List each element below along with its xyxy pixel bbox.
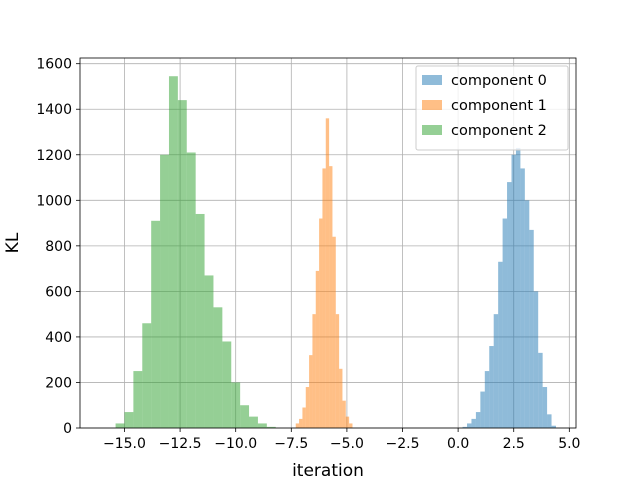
series-2 [115, 76, 276, 428]
histogram-bar [538, 352, 543, 428]
histogram-bar [133, 371, 143, 428]
legend-swatch [422, 125, 442, 135]
y-tick-label: 800 [45, 239, 72, 255]
y-tick-label: 1600 [36, 57, 72, 73]
axes-layer: −15.0 −12.5 −10.0 −7.5 −5.0 −2.5 0.0 2.5 5.0 0 200… [36, 57, 580, 452]
histogram-bar [462, 426, 468, 428]
histogram-bar [480, 391, 485, 428]
histogram-bar [520, 168, 525, 428]
histogram-bar [124, 412, 134, 428]
legend-box [415, 65, 569, 151]
x-tick-label: −15.0 [103, 436, 146, 452]
legend-label: component 2 [451, 123, 547, 139]
histogram-bar [302, 407, 306, 428]
histogram-bar [325, 118, 330, 428]
histogram-bar [335, 314, 340, 428]
histogram-bar [266, 426, 276, 428]
histogram-bar [231, 382, 241, 428]
histogram-bar [222, 341, 232, 428]
y-tick-label: 600 [45, 284, 72, 300]
histogram-bar [249, 416, 258, 428]
histogram-bar [213, 307, 223, 428]
histogram-bar [345, 416, 350, 428]
y-tick-label: 1400 [36, 102, 72, 118]
histogram-bar [529, 229, 534, 428]
histogram-bar [493, 314, 499, 428]
legend-swatch [422, 100, 442, 110]
histogram-bar [186, 152, 196, 428]
histogram-bar [319, 218, 323, 428]
histogram-bar [349, 423, 353, 428]
histogram-bar [299, 418, 303, 428]
legend-label: component 0 [451, 73, 547, 89]
histogram-bar [322, 168, 326, 428]
histogram-bar [332, 236, 336, 428]
x-tick-label: −7.5 [274, 436, 308, 452]
histogram-bar [484, 371, 490, 428]
histogram-bar [467, 423, 472, 428]
histogram-bar [498, 261, 503, 428]
histogram-bar [507, 182, 512, 428]
histogram-bar [547, 414, 552, 428]
histogram-bar [240, 405, 250, 428]
y-tick-label: 1200 [36, 148, 72, 164]
axes-frame [79, 57, 577, 429]
histogram-bar [305, 387, 310, 428]
histogram-bar [533, 291, 539, 428]
histogram-bar [312, 314, 316, 428]
legend-label: component 1 [451, 98, 547, 114]
histogram-bar [342, 400, 346, 428]
histogram-bar [489, 346, 494, 428]
x-tick-label: −2.5 [386, 436, 420, 452]
histogram-bar [142, 323, 152, 428]
x-tick-label: −10.0 [214, 436, 257, 452]
histogram-bar [524, 200, 530, 428]
histogram-bar [329, 166, 333, 428]
histogram-bar [339, 368, 343, 428]
y-tick-label: 0 [63, 421, 72, 437]
histogram-bar [515, 147, 521, 428]
y-axis-label: KL [3, 232, 23, 253]
histogram-bar [115, 423, 125, 428]
y-tick-label: 200 [45, 375, 72, 391]
histogram-bar [542, 387, 548, 428]
histogram-bar [160, 154, 169, 428]
y-tick-label: 1000 [36, 193, 72, 209]
histogram-bar [177, 100, 187, 428]
histogram-bar [204, 275, 214, 428]
series-1 [295, 118, 353, 428]
bars-layer [115, 76, 556, 428]
x-tick-label: −5.0 [330, 436, 364, 452]
series-0 [462, 147, 556, 428]
histogram-bar [168, 76, 178, 428]
histogram-bar [502, 218, 508, 428]
histogram-bar [551, 425, 556, 428]
histogram-bar [151, 220, 161, 428]
histogram-bar [471, 418, 476, 428]
histogram-bar [257, 423, 267, 428]
histogram-bar [295, 423, 300, 428]
legend: component 0 component 1 component 2 [415, 65, 569, 151]
x-tick-label: −12.5 [159, 436, 202, 452]
x-tick-label: 5.0 [558, 436, 580, 452]
histogram-bar [195, 213, 205, 428]
histogram-bar [315, 270, 320, 428]
histogram-bar [511, 154, 516, 428]
histogram-bar [309, 355, 313, 428]
histogram-bar [475, 412, 481, 428]
x-axis-label: iteration [292, 461, 364, 480]
x-tick-label: 0.0 [447, 436, 469, 452]
x-tick-label: 2.5 [503, 436, 525, 452]
y-tick-label: 400 [45, 330, 72, 346]
legend-swatch [422, 75, 442, 85]
